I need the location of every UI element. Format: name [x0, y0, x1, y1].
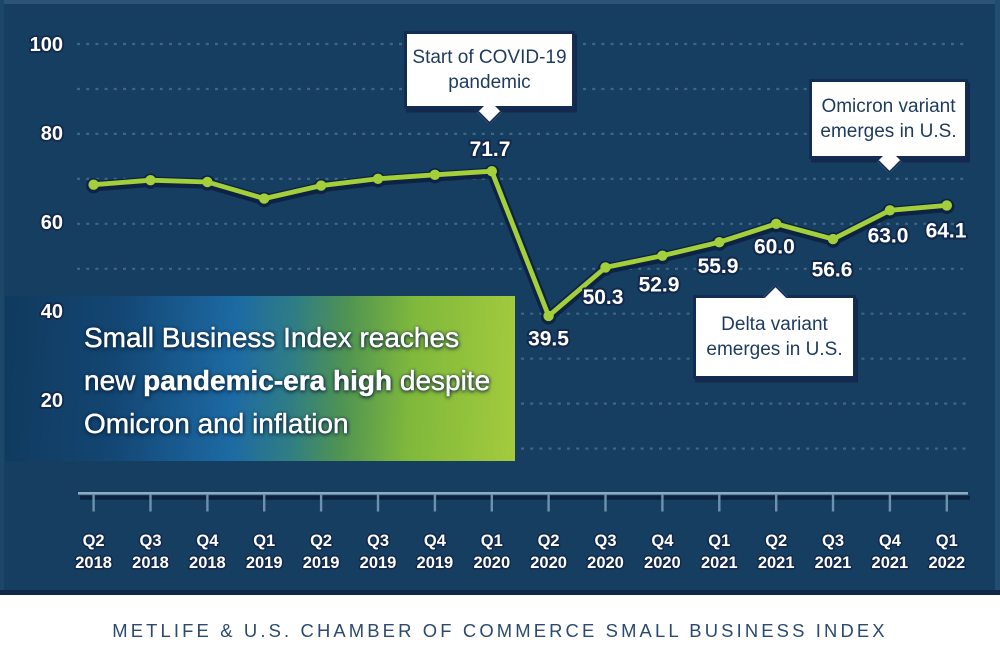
- svg-text:Q4: Q4: [424, 532, 447, 550]
- svg-text:Q4: Q4: [651, 532, 674, 550]
- svg-text:Q1: Q1: [708, 532, 730, 550]
- svg-text:Q3: Q3: [367, 532, 389, 550]
- svg-text:Q2: Q2: [538, 532, 560, 550]
- svg-text:Q2: Q2: [83, 532, 105, 550]
- svg-text:2019: 2019: [246, 554, 283, 572]
- svg-text:Q2: Q2: [310, 532, 332, 550]
- svg-text:2018: 2018: [75, 554, 112, 572]
- svg-text:2020: 2020: [530, 554, 567, 572]
- svg-text:2020: 2020: [587, 554, 624, 572]
- svg-text:40: 40: [41, 301, 63, 323]
- svg-text:100: 100: [30, 34, 63, 56]
- svg-text:2019: 2019: [417, 554, 454, 572]
- svg-text:Q2: Q2: [765, 532, 787, 550]
- svg-text:2021: 2021: [872, 554, 909, 572]
- svg-text:2019: 2019: [303, 554, 340, 572]
- svg-text:60.0: 60.0: [754, 236, 795, 259]
- svg-text:Q3: Q3: [139, 532, 161, 550]
- svg-text:55.9: 55.9: [698, 255, 739, 278]
- svg-text:2021: 2021: [758, 554, 795, 572]
- svg-text:71.7: 71.7: [470, 138, 511, 161]
- svg-text:Q4: Q4: [196, 532, 219, 550]
- svg-text:39.5: 39.5: [528, 328, 569, 351]
- svg-text:80: 80: [41, 123, 63, 145]
- svg-text:Q3: Q3: [822, 532, 844, 550]
- svg-text:50.3: 50.3: [583, 286, 624, 309]
- svg-text:2018: 2018: [189, 554, 226, 572]
- svg-text:2021: 2021: [701, 554, 738, 572]
- svg-text:20: 20: [41, 390, 63, 412]
- svg-text:2020: 2020: [473, 554, 510, 572]
- svg-text:63.0: 63.0: [868, 225, 909, 248]
- svg-text:52.9: 52.9: [639, 274, 680, 297]
- svg-text:64.1: 64.1: [926, 220, 967, 243]
- svg-text:Q3: Q3: [594, 532, 616, 550]
- svg-text:Q1: Q1: [253, 532, 275, 550]
- svg-text:2022: 2022: [928, 554, 965, 572]
- svg-text:2021: 2021: [815, 554, 852, 572]
- svg-text:60: 60: [41, 212, 63, 234]
- svg-text:56.6: 56.6: [812, 258, 853, 281]
- svg-text:2020: 2020: [644, 554, 681, 572]
- svg-text:Q1: Q1: [481, 532, 503, 550]
- svg-text:Q1: Q1: [936, 532, 958, 550]
- svg-text:2019: 2019: [360, 554, 397, 572]
- svg-text:Q4: Q4: [879, 532, 902, 550]
- svg-text:2018: 2018: [132, 554, 169, 572]
